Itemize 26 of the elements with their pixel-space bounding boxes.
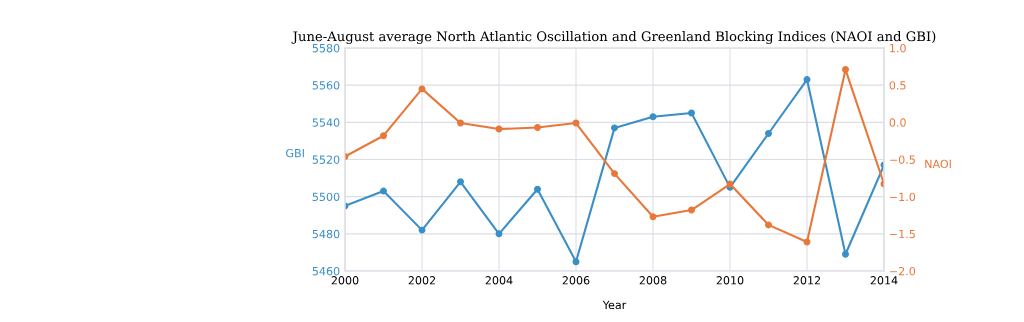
x-tick-label: 2000 xyxy=(331,276,359,285)
x-axis-title: Year xyxy=(602,300,627,310)
x-tick-label: 2008 xyxy=(639,276,667,285)
y2-tick-label: 0.5 xyxy=(889,81,906,90)
chart-title: June-August average North Atlantic Oscillation and Greenland Blocking Indices (NAOI and GBI) xyxy=(291,31,936,44)
y2-axis-title: NAOI xyxy=(925,159,951,169)
y-tick-label: 5540 xyxy=(312,118,340,127)
y2-tick-label: −2.0 xyxy=(890,266,916,276)
x-tick-label: 2006 xyxy=(562,276,590,285)
y-tick-label: 5460 xyxy=(312,266,340,276)
y2-tick-label: 0.0 xyxy=(889,118,906,127)
y-tick-label: 5480 xyxy=(312,229,340,239)
y-tick-label: 5520 xyxy=(312,155,340,164)
y-tick-label: 5500 xyxy=(312,192,340,202)
y-axis-title: GBI xyxy=(286,148,304,158)
y2-tick-label: −0.5 xyxy=(890,155,915,164)
x-tick-label: 2012 xyxy=(793,276,821,285)
x-tick-label: 2004 xyxy=(485,276,513,285)
y2-tick-label: 1.0 xyxy=(890,43,906,53)
x-tick-label: 2010 xyxy=(716,276,744,285)
y2-tick-label: −1.5 xyxy=(890,229,915,239)
y-tick-label: 5580 xyxy=(312,43,340,53)
x-tick-label: 2014 xyxy=(870,276,898,285)
y2-tick-label: −1.0 xyxy=(890,192,916,202)
y-tick-label: 5560 xyxy=(312,81,340,90)
x-tick-label: 2002 xyxy=(408,276,436,285)
